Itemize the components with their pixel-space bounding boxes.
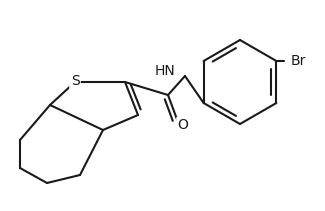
Text: Br: Br [290, 54, 306, 68]
Text: S: S [71, 74, 79, 88]
Text: HN: HN [154, 64, 175, 78]
Text: O: O [177, 118, 188, 132]
